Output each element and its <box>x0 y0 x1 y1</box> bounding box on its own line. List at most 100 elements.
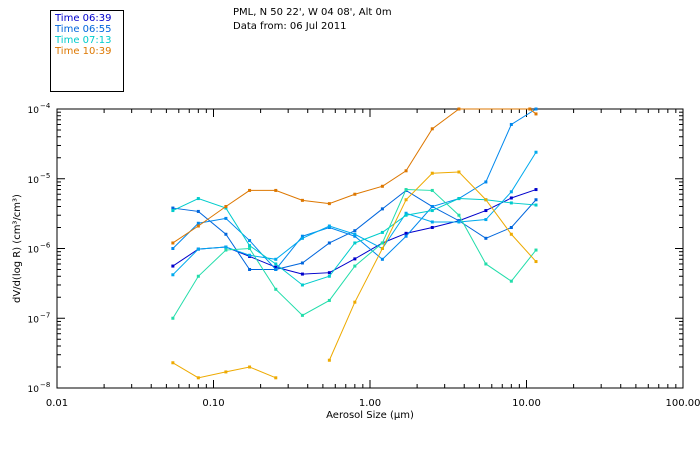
data-point <box>171 361 175 365</box>
data-point <box>171 247 175 250</box>
data-point <box>171 209 175 213</box>
data-point <box>353 229 357 233</box>
series-layer <box>171 107 538 380</box>
data-point <box>171 264 175 268</box>
y-tick-exponent: −6 <box>40 242 51 250</box>
series-line <box>172 108 537 271</box>
data-point <box>509 190 513 194</box>
data-point <box>300 234 304 238</box>
series-6 <box>171 361 278 380</box>
data-point <box>353 300 357 304</box>
data-point <box>300 261 304 265</box>
data-point <box>534 107 538 111</box>
data-point <box>196 274 200 278</box>
y-tick-label: 10 <box>28 176 40 186</box>
data-point <box>327 241 331 245</box>
data-point <box>457 197 461 201</box>
series-7 <box>327 170 538 362</box>
data-point <box>534 248 538 252</box>
x-tick-label: 1.00 <box>359 398 381 409</box>
data-point <box>224 245 228 249</box>
data-point <box>274 376 278 380</box>
legend-entry-0655: Time 06:55 <box>55 24 112 35</box>
series-line <box>328 171 537 361</box>
data-point <box>404 231 408 235</box>
data-point <box>353 241 357 245</box>
data-point <box>509 196 513 200</box>
data-point <box>457 220 461 224</box>
legend-entry-0639: Time 06:39 <box>55 13 112 24</box>
data-point <box>274 257 278 261</box>
data-point <box>353 234 357 238</box>
data-point <box>404 213 408 217</box>
data-point <box>380 184 384 188</box>
data-point <box>380 247 384 250</box>
legend-entry-1039: Time 10:39 <box>55 46 112 57</box>
y-tick-label: 10 <box>28 246 40 256</box>
y-axis-label: dV/d(log R) (cm³/cm³) <box>12 194 23 303</box>
data-point <box>171 241 175 245</box>
legend-entry-0713: Time 07:13 <box>55 35 112 46</box>
series-5 <box>171 188 538 320</box>
data-point <box>380 241 384 245</box>
data-point <box>353 232 357 236</box>
data-point <box>509 122 513 126</box>
data-point <box>509 226 513 230</box>
series-line <box>172 362 276 379</box>
data-point <box>534 188 538 192</box>
data-point <box>430 209 434 213</box>
data-point <box>404 234 408 238</box>
data-point <box>274 267 278 271</box>
legend: Time 06:39 Time 06:55 Time 07:13 Time 10… <box>50 10 124 92</box>
data-point <box>509 232 513 236</box>
data-point <box>430 226 434 230</box>
data-point <box>274 287 278 291</box>
data-point <box>404 169 408 173</box>
data-point <box>300 236 304 240</box>
data-point <box>327 202 331 206</box>
data-point <box>327 271 331 275</box>
data-point <box>509 279 513 283</box>
data-point <box>224 232 228 236</box>
data-point <box>380 257 384 261</box>
series-4 <box>171 197 538 287</box>
data-point <box>534 150 538 154</box>
data-point <box>353 264 357 268</box>
y-tick-exponent: −5 <box>40 172 50 180</box>
data-point <box>248 267 252 271</box>
data-point <box>196 209 200 213</box>
data-point <box>274 188 278 192</box>
data-point <box>484 209 488 213</box>
y-tick-exponent: −8 <box>40 381 50 389</box>
series-line <box>172 108 537 244</box>
y-tick-label: 10 <box>28 106 40 116</box>
data-point <box>248 365 252 369</box>
data-point <box>196 247 200 251</box>
data-point <box>430 127 434 131</box>
data-point <box>484 218 488 222</box>
data-point <box>274 265 278 269</box>
y-tick-label: 10 <box>28 315 40 325</box>
y-tick-exponent: −4 <box>40 102 51 110</box>
data-point <box>484 198 488 202</box>
data-point <box>457 107 461 111</box>
data-point <box>248 239 252 243</box>
data-point <box>484 180 488 184</box>
x-axis-label: Aerosol Size (μm) <box>326 410 414 421</box>
x-tick-label: 10.00 <box>512 398 541 409</box>
data-point <box>534 203 538 207</box>
data-point <box>224 370 228 374</box>
data-point <box>534 112 538 116</box>
data-point <box>353 192 357 196</box>
data-point <box>327 274 331 278</box>
data-point <box>196 224 200 228</box>
series-8 <box>171 107 538 245</box>
data-point <box>404 188 408 192</box>
data-point <box>300 313 304 317</box>
data-point <box>300 272 304 276</box>
data-point <box>196 197 200 201</box>
date-text: Data from: 06 Jul 2011 <box>233 21 347 32</box>
data-point <box>248 188 252 192</box>
